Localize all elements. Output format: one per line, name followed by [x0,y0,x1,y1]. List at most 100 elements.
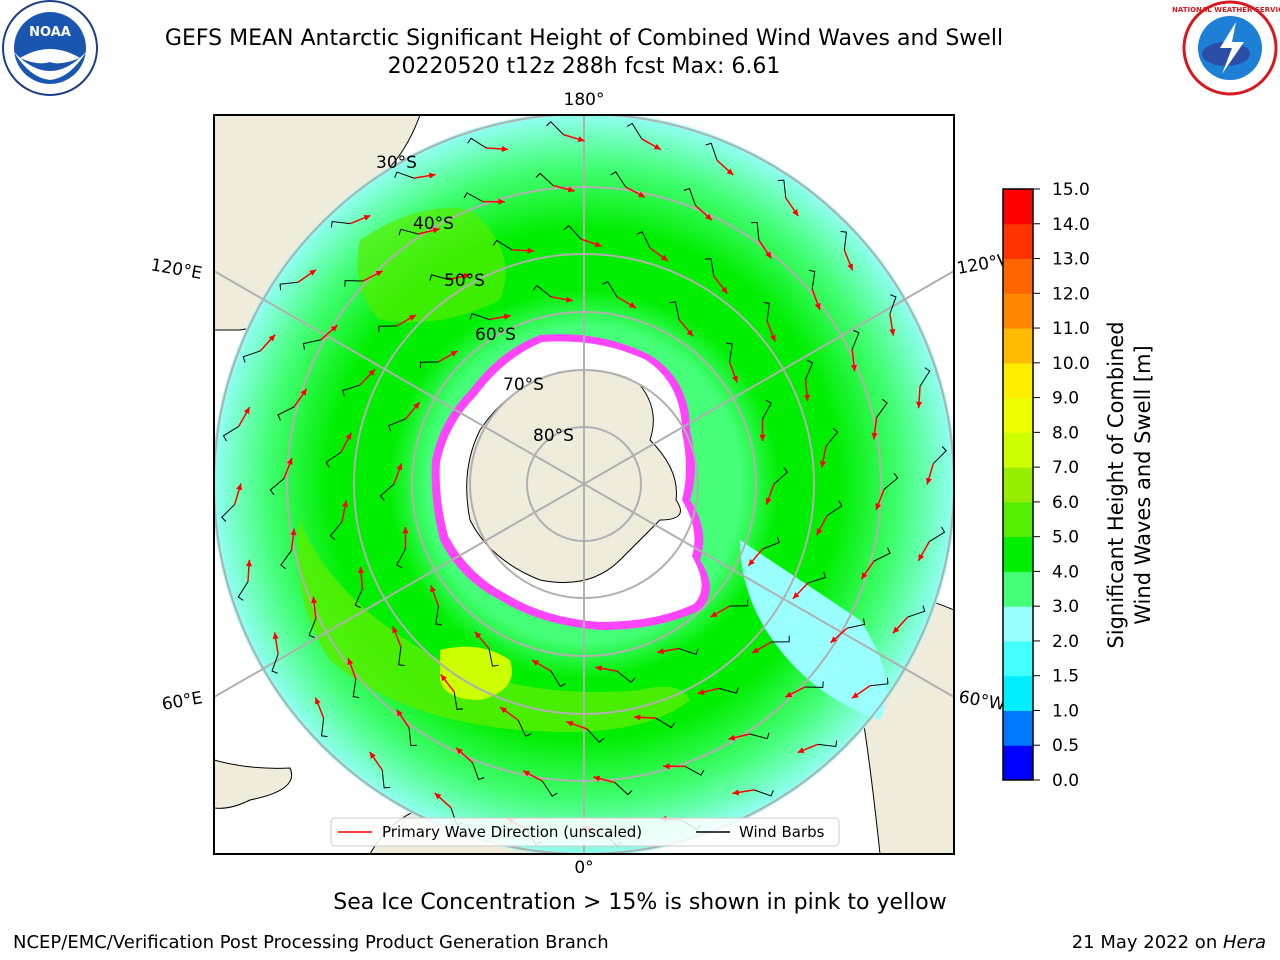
wave-arrow-head [593,775,601,782]
wind-barb [330,220,351,228]
wave-arrow-head [759,434,766,442]
wave-arrow-head [463,273,471,279]
noaa-logo-text: NOAA [29,25,71,40]
wind-barb [610,171,627,188]
colorbar-swatch [1003,536,1033,572]
wave-arrow-head [726,168,734,176]
wave-arrow-head [697,689,705,695]
wind-barb [419,361,439,369]
wave-arrow-head [345,432,352,440]
colorbar-tick-label: 5.0 [1052,528,1079,548]
wind-barb [269,478,285,496]
wave-arrow-head [396,709,403,717]
wave-arrow-head [797,747,805,754]
wind-barb [429,274,450,281]
wind-barb [388,418,406,432]
colorbar-title-line1: Significant Height of Combined [1104,321,1128,648]
chart-subtitle: 20220520 t12z 288h fcst Max: 6.61 [387,54,781,79]
wind-barb [889,294,897,315]
wind-barb [753,789,774,797]
wind-barb [472,762,485,781]
lon-label-120e: 120°E [149,255,203,284]
wind-barb [344,280,364,287]
wave-arrow-head [500,707,508,714]
colorbar-swatch [1003,258,1033,294]
wave-arrow-head [428,172,436,179]
wave-arrow-head [309,269,317,276]
wind-barb [683,187,696,206]
map-legend: Primary Wave Direction (unscaled) Wind B… [330,817,840,847]
footer-date-text: 21 May 2022 on [1071,932,1223,953]
colorbar-swatch [1003,745,1033,781]
wave-arrow-head [527,247,534,254]
wind-barb [277,406,295,421]
wind-barb [869,677,889,687]
colorbar-swatch [1003,223,1033,260]
wave-arrow-head [634,714,641,721]
colorbar-tick-label: 1.5 [1052,667,1079,687]
wave-arrow-head [847,263,854,271]
wave-arrow-head [915,401,923,409]
wave-arrow-head [402,526,409,534]
wind-barb [684,765,705,776]
max-wave-area [440,646,512,700]
wind-barb [928,526,946,543]
wind-barb [751,221,760,241]
wind-barb [602,280,618,298]
wave-arrow-head [342,500,348,508]
wave-arrow-head [450,350,458,357]
wind-barb [408,727,417,747]
wind-barb [726,342,733,362]
wave-arrow-head [347,658,354,666]
wind-barb [469,313,490,320]
wave-arrow-head [565,296,573,303]
wave-arrow-head [503,313,511,320]
wave-arrow-head [531,660,539,666]
colorbar-swatch [1003,501,1033,538]
wave-arrow-head [522,770,530,777]
wave-arrow-head [889,328,896,336]
wind-barb [777,179,787,199]
wind-barb [840,230,848,251]
wave-arrow-head [785,691,793,698]
wave-arrow-head [710,611,718,618]
wave-arrow-head [290,528,297,536]
colorbar-tick-label: 7.0 [1052,458,1079,478]
wind-barb [221,504,235,522]
wind-barb [302,339,322,350]
wind-barb [242,350,261,363]
wave-arrow-head [501,145,509,153]
wind-barb [705,142,718,161]
colorbar-tick-label: 0.0 [1052,771,1079,791]
wind-barb [616,670,636,684]
antarctica [466,369,681,583]
wave-arrow-head [392,626,398,634]
wave-arrow-head [830,636,838,643]
wind-barb [378,325,397,333]
colorbar-tick-label: 9.0 [1052,389,1079,409]
wind-barb [398,228,419,236]
wind-barb [222,425,240,442]
colorbar-swatch [1003,293,1033,329]
wind-barb [381,769,391,789]
high-wave-band [298,520,690,732]
wind-barb [771,635,790,643]
wave-arrow-head [732,789,740,796]
wind-barb [463,192,484,203]
wind-barb [762,536,780,550]
colorbar-tick-label: 11.0 [1052,319,1090,339]
wind-barb [563,224,582,240]
wind-barb [271,653,279,674]
wind-barb [342,384,361,397]
wave-arrow-head [686,329,694,337]
wind-barb [636,231,651,249]
wave-arrow-head [595,665,603,672]
wave-arrow-head [330,325,338,332]
footer-host: Hera [1222,932,1266,953]
colorbar-tick-label: 15.0 [1052,180,1090,200]
wind-barb [453,691,464,711]
lon-label-180: 180° [564,90,605,110]
wave-arrow-head [660,254,668,261]
wave-arrow-head [363,214,371,221]
wind-barb [532,284,552,298]
